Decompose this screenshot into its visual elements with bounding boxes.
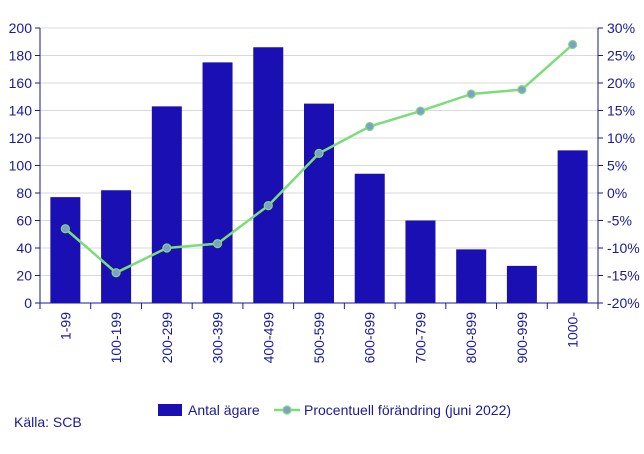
bar-700-799	[405, 220, 436, 303]
y-right-tick-label: 0%	[607, 185, 627, 201]
line-point-800-899	[466, 89, 476, 99]
y-right-tick-label: 5%	[607, 158, 627, 174]
bar-500-599	[304, 103, 334, 303]
x-tick-label: 500-599	[311, 312, 327, 364]
x-tick-label: 1000-	[565, 312, 581, 348]
line-point-500-599	[314, 148, 324, 158]
y-right-tick-label: -15%	[607, 268, 640, 284]
y-left-tick-label: 160	[9, 75, 33, 91]
bar-200-299	[151, 106, 182, 303]
bar-600-699	[354, 173, 385, 303]
line-point-400-499	[263, 201, 273, 211]
line-point-200-299	[162, 243, 172, 253]
y-left-tick-label: 40	[16, 240, 32, 256]
y-left-tick-label: 200	[9, 20, 33, 36]
x-tick-label: 600-699	[362, 312, 378, 364]
y-left-tick-label: 100	[9, 158, 33, 174]
x-tick-label: 900-999	[514, 312, 530, 364]
bar-100-199	[101, 190, 132, 303]
y-right-tick-label: -10%	[607, 240, 640, 256]
y-right-tick-label: 30%	[607, 20, 635, 36]
source-note: Källa: SCB	[14, 414, 82, 430]
line-point-1-99	[60, 224, 70, 234]
y-left-tick-label: 60	[16, 213, 32, 229]
x-tick-label: 400-499	[260, 312, 276, 364]
x-tick-label: 100-199	[108, 312, 124, 364]
bar-800-899	[456, 249, 487, 303]
y-left-tick-label: 20	[16, 268, 32, 284]
bar-1-99	[50, 197, 81, 303]
y-right-tick-label: 15%	[607, 103, 635, 119]
line-point-100-199	[111, 268, 121, 278]
x-tick-label: 700-799	[412, 312, 428, 364]
y-right-tick-label: 25%	[607, 48, 635, 64]
y-left-tick-label: 0	[24, 295, 32, 311]
bar-400-499	[253, 47, 284, 303]
y-right-tick-label: 10%	[607, 130, 635, 146]
bar-1000-	[557, 150, 588, 303]
y-left-tick-label: 120	[9, 130, 33, 146]
bar-300-399	[202, 62, 233, 303]
y-right-tick-label: -20%	[607, 295, 640, 311]
legend-label-bar: Antal ägare	[188, 402, 260, 418]
line-point-600-699	[365, 121, 375, 132]
legend-swatch-marker	[282, 405, 292, 415]
x-tick-label: 300-399	[210, 312, 226, 364]
y-left-tick-label: 80	[16, 185, 32, 201]
legend-label-line: Procentuell förändring (juni 2022)	[304, 402, 511, 418]
line-point-900-999	[517, 84, 527, 95]
y-left-tick-label: 140	[9, 103, 33, 119]
line-point-700-799	[415, 106, 426, 116]
y-left-tick-label: 180	[9, 48, 33, 64]
x-tick-label: 200-299	[159, 312, 175, 364]
y-right-tick-label: -5%	[607, 213, 632, 229]
x-tick-label: 800-899	[463, 312, 479, 364]
bar-900-999	[506, 265, 537, 303]
x-tick-label: 1-99	[57, 312, 73, 340]
line-point-300-399	[212, 239, 223, 249]
y-right-tick-label: 20%	[607, 75, 635, 91]
line-point-1000-	[568, 39, 578, 50]
legend-swatch-bar	[158, 404, 182, 416]
